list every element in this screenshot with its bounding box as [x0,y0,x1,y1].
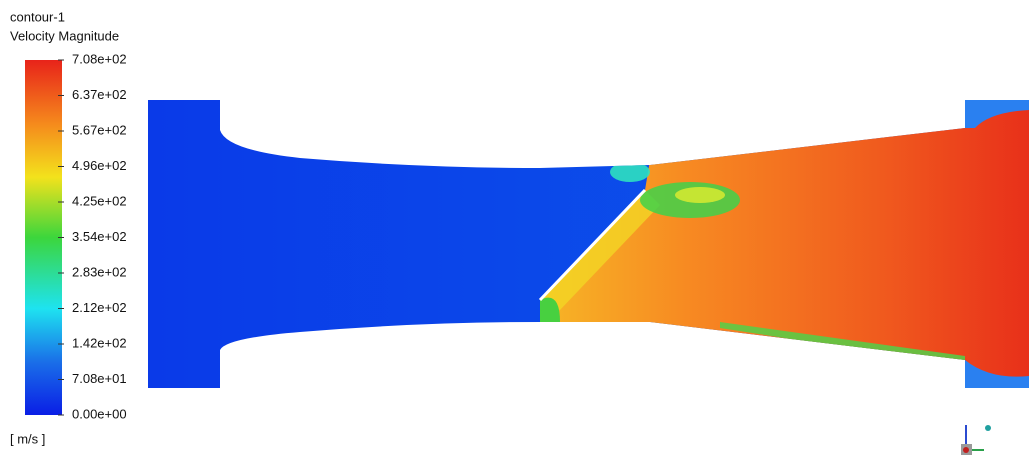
contour-field [148,100,1029,388]
units: [ m/s ] [10,431,45,446]
colorbar-label: 1.42e+02 [72,335,127,350]
plate [538,188,647,302]
colorbar-label: 3.54e+02 [72,229,127,244]
wall-jet [610,162,650,182]
colorbar-label: 2.83e+02 [72,264,127,279]
colorbar-label: 7.08e+02 [72,51,127,66]
quantity-name: Velocity Magnitude [10,28,119,43]
tip-zone [540,297,560,322]
colorbar-label: 5.67e+02 [72,122,127,137]
colorbar-label: 0.00e+00 [72,406,127,421]
colorbar-label: 7.08e+01 [72,371,127,386]
colorbar-label: 2.12e+02 [72,300,127,315]
colorbar [25,60,62,415]
separation-core [675,187,725,203]
shock-band [540,190,660,310]
contour-title: contour-1 [10,9,65,24]
colorbar-label: 4.96e+02 [72,158,127,173]
field-high [540,100,1029,388]
colorbar-label: 6.37e+02 [72,87,127,102]
axis-triad [961,425,991,455]
outlet-top [965,100,1029,128]
colorbar-labels: 7.08e+02 6.37e+02 5.67e+02 4.96e+02 4.25e+02… [58,51,127,421]
colorbar-label: 4.25e+02 [72,193,127,208]
outlet-bottom [965,360,1029,388]
